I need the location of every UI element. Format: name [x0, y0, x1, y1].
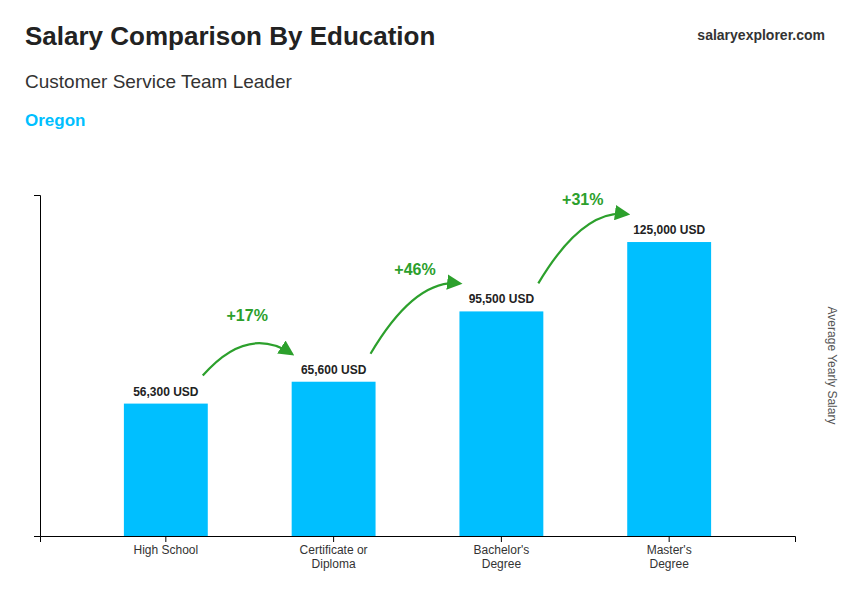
x-tick-label-line: Degree [482, 557, 522, 571]
change-arrow [538, 214, 627, 284]
x-tick: Certificate orDiploma [300, 536, 368, 571]
data-label: 65,600 USD [301, 363, 367, 377]
x-tick-label-line: Bachelor's [474, 543, 530, 557]
y-axis-line [34, 196, 41, 537]
bar [292, 382, 376, 536]
bar [627, 242, 711, 536]
x-tick: High School [133, 536, 198, 557]
subtitle: Customer Service Team Leader [25, 71, 292, 92]
x-tick-label: Bachelor'sDegree [474, 543, 530, 571]
x-axis: High School Certificate orDiploma Bachelor… [41, 536, 796, 571]
data-label: 56,300 USD [133, 385, 199, 399]
x-tick-mark [165, 536, 166, 542]
x-tick: Master'sDegree [647, 536, 692, 571]
subtitle: Oregon [25, 111, 85, 130]
x-tick-label: High School [133, 543, 198, 557]
change-annotations: +17% +46% +31% [203, 191, 627, 376]
bar [124, 404, 208, 536]
data-label: 125,000 USD [633, 223, 705, 237]
x-tick-mark [669, 536, 670, 542]
chart: Salary Comparison By Education Customer S… [0, 0, 850, 606]
bars [124, 242, 711, 536]
x-tick-label-line: Certificate or [300, 543, 368, 557]
source: salaryexplorer.com [697, 27, 825, 43]
x-tick-label-line: Diploma [312, 557, 356, 571]
x-tick-mark [333, 536, 334, 542]
change-label: +17% [227, 307, 268, 324]
change-arrow [203, 343, 292, 375]
change-arrow [371, 283, 460, 354]
title: Salary Comparison By Education [25, 21, 435, 51]
x-tick-label-line: Master's [647, 543, 692, 557]
x-tick-label: Master'sDegree [647, 543, 692, 571]
x-axis-line [41, 537, 796, 543]
x-tick-label-line: Degree [649, 557, 689, 571]
y-axis [34, 196, 41, 537]
bar [459, 311, 543, 536]
x-tick-label: Certificate orDiploma [300, 543, 368, 571]
x-tick: Bachelor'sDegree [474, 536, 530, 571]
x-tick-mark [501, 536, 502, 542]
change-label: +31% [562, 191, 603, 208]
y-axis-title: Average Yearly Salary [825, 307, 839, 425]
change-label: +46% [394, 261, 435, 278]
x-tick-label-line: High School [133, 543, 198, 557]
data-labels: 56,300 USD 65,600 USD 95,500 USD 125,000 US… [133, 223, 705, 399]
data-label: 95,500 USD [469, 292, 535, 306]
plot: High School Certificate orDiploma Bachelor… [34, 191, 796, 571]
